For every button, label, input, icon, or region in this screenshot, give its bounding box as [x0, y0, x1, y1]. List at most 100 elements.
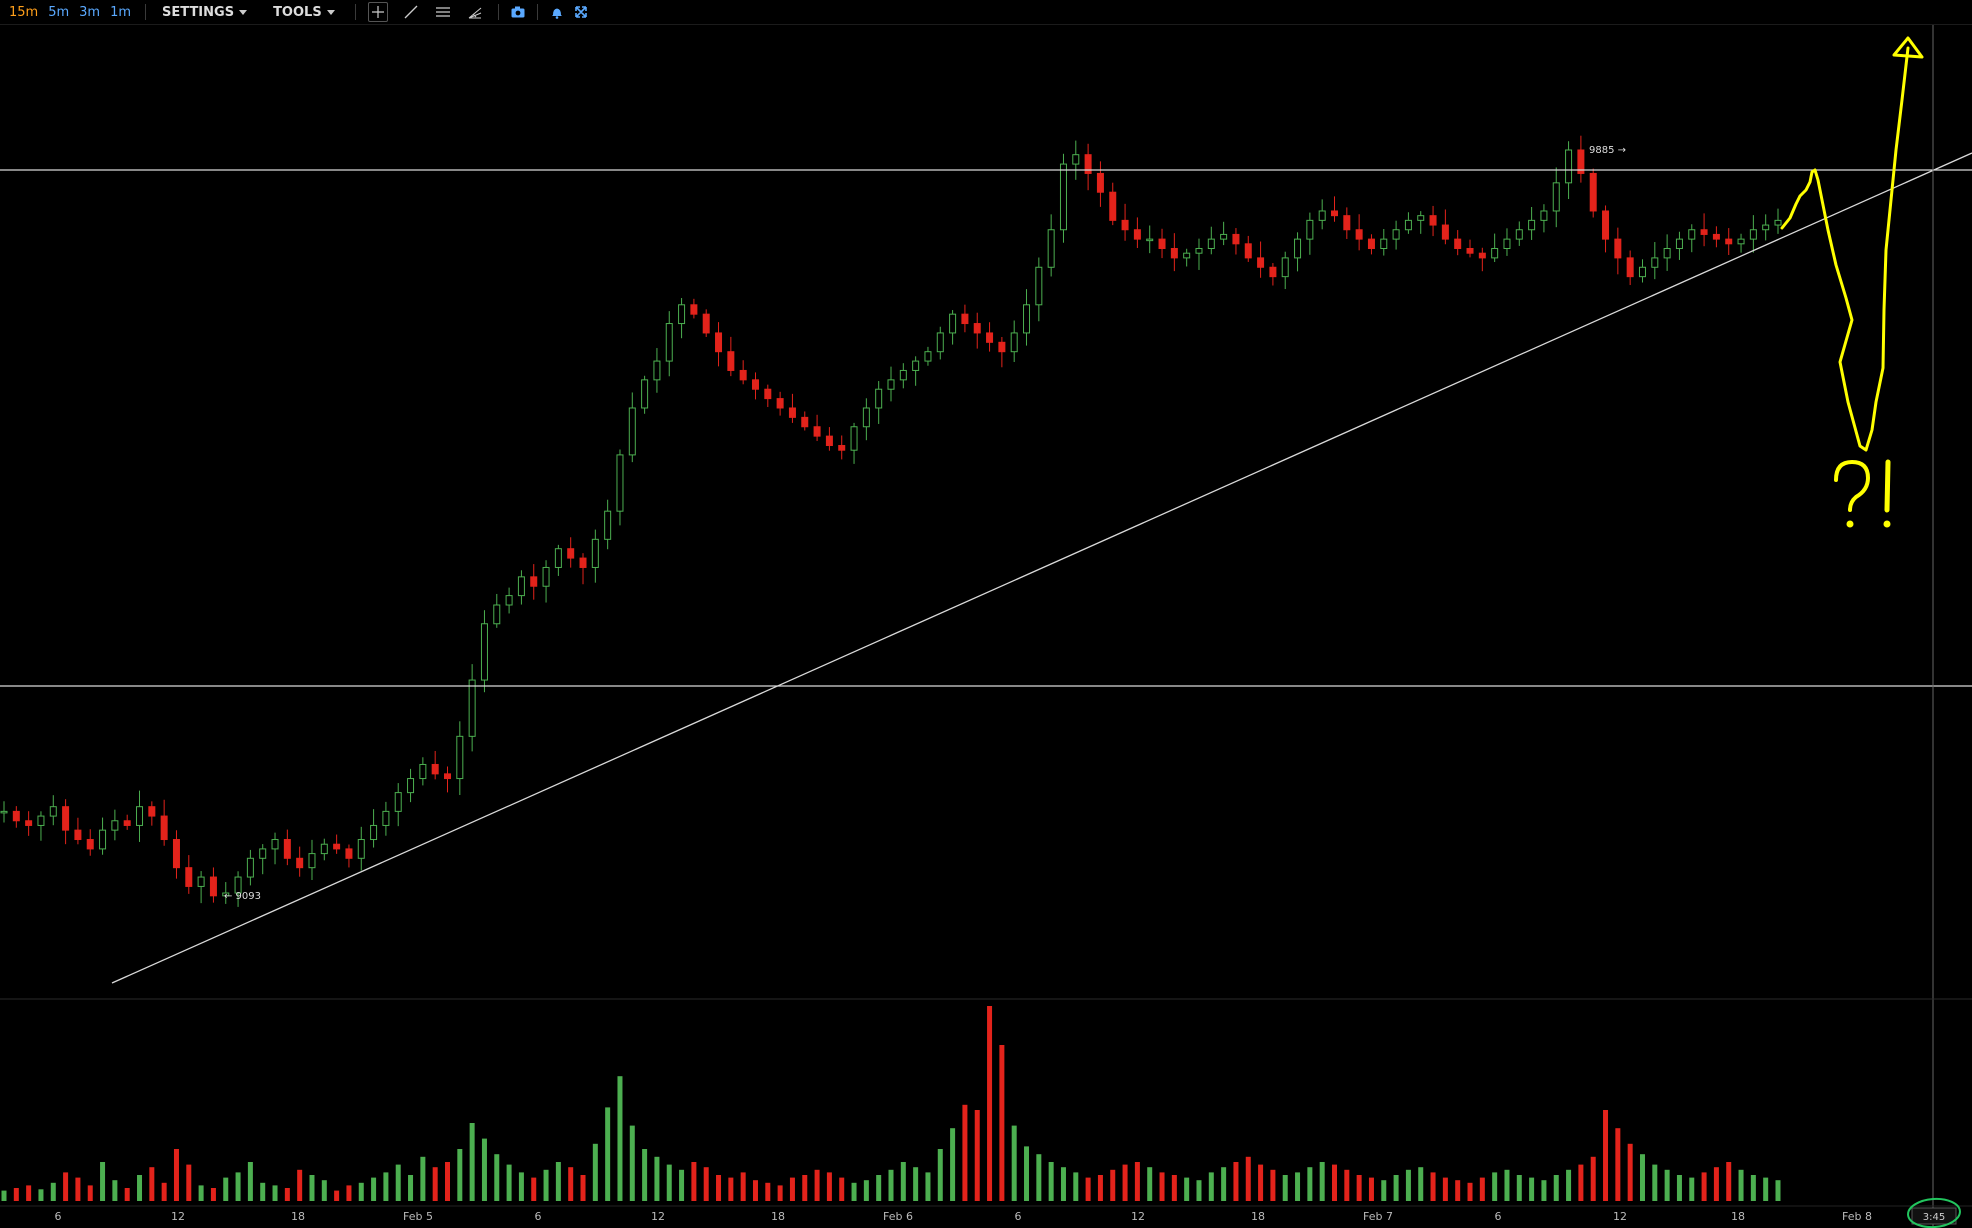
candle-body [949, 313, 957, 334]
ascending-trendline[interactable] [111, 152, 1972, 984]
volume-bar [1, 1190, 7, 1201]
volume-bar [1726, 1162, 1732, 1201]
volume-bar [1750, 1175, 1756, 1201]
volume-bar [321, 1180, 327, 1201]
candle-body [1380, 238, 1388, 250]
high-price-marker: 9885 → [1589, 145, 1626, 156]
volume-bar [1368, 1177, 1374, 1201]
screenshot-button[interactable] [509, 3, 527, 21]
volume-bar [888, 1169, 894, 1201]
fan-icon [468, 7, 482, 19]
candle-body [998, 341, 1006, 353]
volume-bar [358, 1182, 364, 1201]
candle-body [1577, 149, 1585, 174]
trendline-tool-button[interactable] [402, 3, 420, 21]
candle-body [86, 839, 94, 850]
candle-body [751, 379, 759, 390]
timeframe-1m[interactable]: 1m [110, 4, 132, 20]
expand-icon [574, 6, 587, 18]
volume-bar [1036, 1154, 1042, 1201]
volume-bar [531, 1177, 537, 1201]
candle-body [986, 332, 994, 343]
volume-bar [580, 1175, 586, 1201]
time-axis-tick: Feb 6 [883, 1210, 913, 1223]
volume-bar [297, 1169, 303, 1201]
candle-body [296, 857, 304, 869]
volume-bar [1418, 1167, 1424, 1201]
candle-body [160, 815, 168, 841]
volume-bar [1134, 1162, 1140, 1201]
candle-body [961, 313, 969, 325]
volume-bar [1196, 1180, 1202, 1201]
fullscreen-button[interactable] [572, 3, 590, 21]
candle-body [1454, 238, 1462, 250]
volume-bar [1578, 1164, 1584, 1201]
volume-bar [1097, 1175, 1103, 1201]
candle-body [505, 595, 513, 606]
candle-body [912, 360, 920, 371]
time-axis-tick: 18 [1731, 1210, 1745, 1223]
volume-bar [1159, 1172, 1165, 1201]
time-axis-tick: Feb 8 [1842, 1210, 1872, 1223]
volume-bar [457, 1149, 463, 1201]
candle-body [1232, 233, 1240, 245]
candle-body [1244, 243, 1252, 259]
volume-bar [1048, 1162, 1054, 1201]
candle-body [333, 843, 341, 850]
candle-body [776, 398, 784, 409]
crosshair-tool-button[interactable] [367, 2, 388, 22]
horizontal-lines-tool-button[interactable] [434, 3, 452, 21]
candle-body [862, 407, 870, 428]
chevron-down-icon [326, 9, 335, 15]
candle-body [1306, 219, 1314, 240]
candle-body [727, 351, 735, 371]
candle-body [1023, 304, 1031, 334]
toolbar-divider [536, 4, 538, 20]
volume-bar [1627, 1143, 1633, 1201]
volume-bar [1085, 1177, 1091, 1201]
candle-body [1651, 257, 1659, 268]
volume-bar [925, 1172, 931, 1201]
volume-bar [679, 1169, 685, 1201]
candle-body [1059, 163, 1067, 231]
time-axis-tick: Feb 5 [403, 1210, 433, 1223]
candle-body [1540, 210, 1548, 221]
price-chart[interactable]: 9885 → ← 9093 6 12 18 Feb 5 6 12 18 Feb … [0, 25, 1972, 1228]
volume-bar [987, 1006, 993, 1201]
candle-body [209, 876, 217, 897]
volume-bar [1713, 1167, 1719, 1201]
candle-body [936, 332, 944, 353]
volume-bar [876, 1175, 882, 1201]
volume-bar [494, 1154, 500, 1201]
settings-menu[interactable]: SETTINGS [162, 5, 248, 20]
candle-body [1084, 154, 1092, 174]
volume-bar [999, 1045, 1005, 1201]
candle-body [1096, 172, 1104, 193]
alert-button[interactable] [548, 3, 566, 21]
volume-bar [1763, 1177, 1769, 1201]
candle-body [1712, 233, 1720, 240]
volume-bar [1467, 1182, 1473, 1201]
fib-fan-tool-button[interactable] [466, 3, 484, 21]
volume-bar [950, 1128, 956, 1201]
timeframe-15m[interactable]: 15m [9, 4, 39, 20]
volume-bar [1701, 1172, 1707, 1201]
volume-bar [235, 1172, 241, 1201]
volume-bar [1344, 1169, 1350, 1201]
volume-bar [1775, 1180, 1781, 1201]
timeframe-3m[interactable]: 3m [79, 4, 101, 20]
volume-bar [1184, 1177, 1190, 1201]
volume-bar [839, 1177, 845, 1201]
volume-bar [654, 1156, 660, 1201]
candle-body [1417, 215, 1425, 221]
volume-bar [432, 1167, 438, 1201]
candle-body [1392, 229, 1400, 240]
candle-body [1749, 229, 1757, 240]
tools-menu[interactable]: TOOLS [273, 5, 335, 20]
candle-body [123, 820, 131, 826]
timeframe-5m[interactable]: 5m [48, 4, 70, 20]
volume-bar [223, 1177, 229, 1201]
candle-body [1737, 238, 1745, 245]
volume-bar [913, 1167, 919, 1201]
candle-body [554, 548, 562, 568]
